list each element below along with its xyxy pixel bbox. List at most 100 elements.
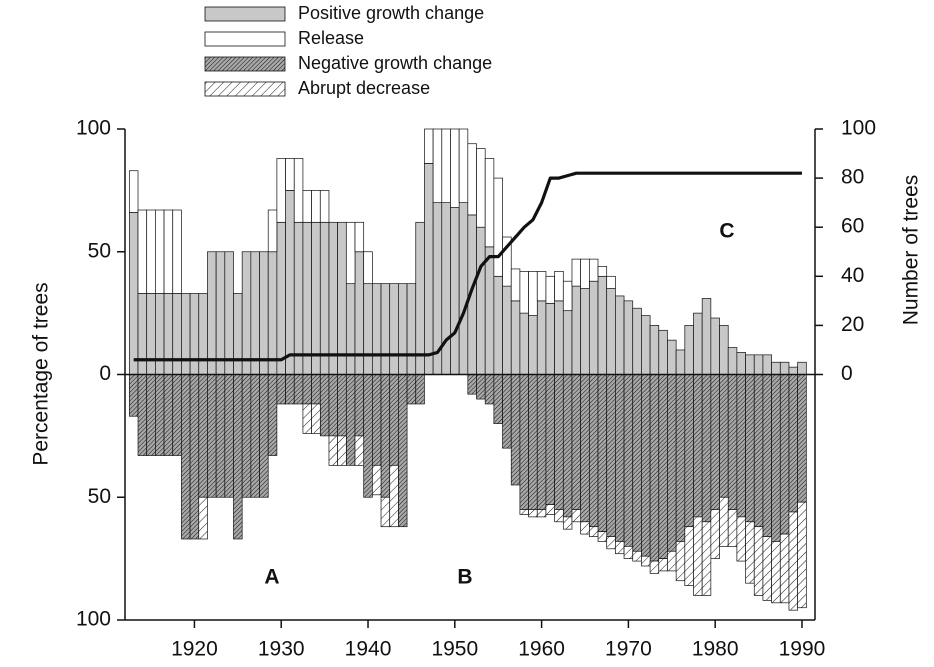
- bar: [597, 531, 608, 542]
- bar: [545, 302, 555, 375]
- bar: [493, 374, 503, 424]
- bar: [363, 251, 373, 285]
- bar: [163, 209, 174, 294]
- bar: [788, 366, 798, 375]
- bar: [467, 143, 477, 216]
- bar: [536, 271, 547, 302]
- bar: [562, 280, 573, 312]
- bar: [163, 374, 174, 456]
- y-tick-label: 100: [76, 117, 111, 140]
- bar: [267, 251, 278, 375]
- bar: [771, 361, 781, 375]
- bar: [545, 504, 555, 515]
- bar: [380, 283, 391, 375]
- bar: [484, 158, 495, 248]
- bar: [415, 221, 425, 375]
- legend-swatch: [204, 31, 286, 47]
- x-tick-label: 1950: [431, 638, 478, 661]
- bar: [424, 163, 434, 375]
- bar: [328, 221, 338, 375]
- bar: [606, 275, 616, 289]
- bar: [701, 298, 712, 375]
- bar: [502, 374, 512, 449]
- bar: [693, 312, 703, 375]
- bar: [311, 403, 321, 434]
- bar: [441, 128, 451, 204]
- bar: [701, 374, 712, 523]
- bar: [536, 374, 547, 510]
- bar: [363, 374, 373, 498]
- bar: [753, 374, 764, 528]
- bar: [207, 251, 217, 375]
- bar: [398, 374, 408, 528]
- bar: [337, 221, 347, 375]
- bar: [719, 374, 729, 498]
- bar: [345, 283, 356, 375]
- bar: [571, 509, 582, 523]
- y-tick-label: 50: [88, 485, 111, 508]
- bar: [745, 354, 755, 375]
- bar: [276, 374, 286, 405]
- bar: [788, 511, 798, 611]
- bar: [319, 190, 330, 223]
- bar: [736, 374, 746, 518]
- bar: [293, 221, 304, 375]
- legend-swatch: [204, 56, 286, 72]
- x-tick-label: 1930: [258, 638, 305, 661]
- bar: [762, 536, 772, 601]
- bar: [536, 509, 547, 518]
- bar: [545, 275, 555, 304]
- y2-axis-label: Number of trees: [900, 175, 923, 326]
- y2-tick-label: 100: [841, 117, 876, 140]
- bar: [441, 202, 451, 375]
- x-tick-label: 1940: [345, 638, 392, 661]
- line: [133, 171, 802, 362]
- bar: [224, 251, 234, 375]
- y-axis-label: Percentage of trees: [30, 282, 53, 465]
- y2-tick-label: 20: [841, 313, 864, 336]
- bar: [163, 293, 174, 375]
- bar: [172, 374, 182, 456]
- x-tick-label: 1980: [692, 638, 739, 661]
- x-tick-label: 1920: [171, 638, 218, 661]
- bar: [372, 374, 382, 466]
- bar: [354, 221, 365, 253]
- bar: [562, 516, 573, 530]
- bar: [571, 374, 582, 510]
- bar: [189, 293, 200, 375]
- bar: [649, 560, 660, 574]
- bar: [146, 293, 156, 375]
- bar: [623, 374, 634, 547]
- bar: [215, 374, 226, 498]
- bar: [345, 221, 356, 285]
- bar: [128, 170, 139, 213]
- bar: [458, 202, 469, 375]
- bar: [667, 374, 677, 552]
- bar: [580, 374, 590, 523]
- bar: [588, 374, 599, 528]
- bar: [502, 285, 512, 375]
- bar: [649, 325, 660, 375]
- bar: [302, 221, 312, 375]
- bar: [267, 209, 278, 253]
- bar: [528, 509, 538, 518]
- bar: [415, 374, 425, 405]
- bar: [675, 541, 686, 582]
- bar: [380, 374, 391, 498]
- bar: [597, 266, 608, 277]
- bar: [571, 258, 582, 287]
- bar: [632, 307, 642, 375]
- bar: [779, 361, 790, 375]
- x-tick-label: 1960: [518, 638, 565, 661]
- bar: [536, 300, 547, 375]
- bar: [233, 293, 243, 375]
- bar: [363, 283, 373, 375]
- bar: [181, 293, 191, 375]
- bar: [519, 271, 529, 314]
- bar: [562, 310, 573, 375]
- bar: [398, 283, 408, 375]
- bar: [588, 258, 599, 282]
- bar: [554, 300, 564, 375]
- bar: [406, 283, 417, 375]
